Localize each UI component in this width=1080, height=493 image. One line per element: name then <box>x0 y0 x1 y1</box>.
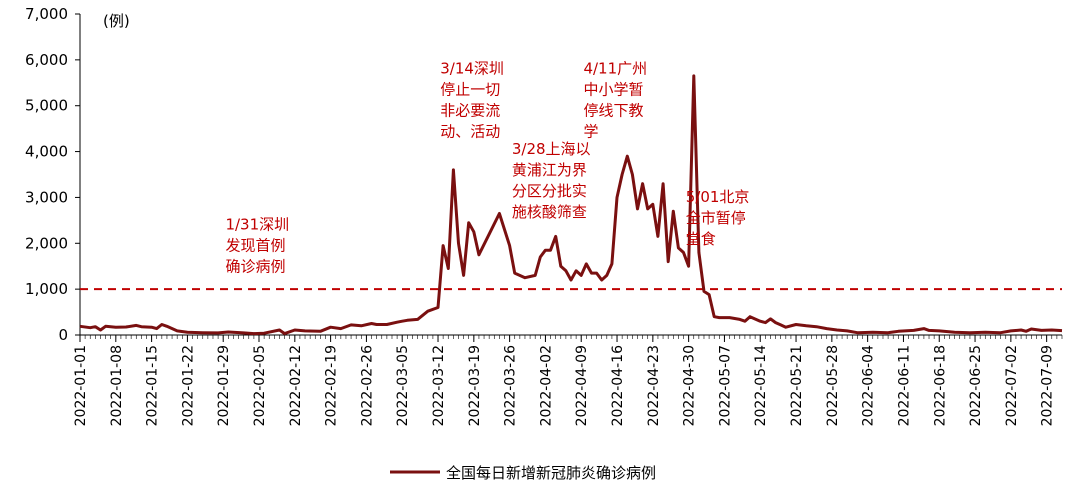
annotation-line: 停线下教 <box>583 102 643 120</box>
x-tick-label: 2022-02-05 <box>252 345 268 426</box>
annotation-text: 3/14深圳停止一切非必要流动、活动 <box>440 60 504 141</box>
annotation-line: 全市暂停 <box>686 209 746 227</box>
annotation-line: 黄浦江为界 <box>512 161 587 179</box>
x-tick-label: 2022-04-09 <box>574 345 590 426</box>
x-tick-label: 2022-04-30 <box>682 345 698 426</box>
annotation-line: 5/01北京 <box>686 188 750 206</box>
x-tick-label: 2022-05-21 <box>789 345 805 426</box>
x-tick-label: 2022-03-12 <box>431 345 447 426</box>
annotations-group: 1/31深圳发现首例确诊病例3/14深圳停止一切非必要流动、活动3/28上海以黄… <box>225 60 749 276</box>
x-tick-label: 2022-01-08 <box>109 345 125 426</box>
x-tick-label: 2022-03-19 <box>467 345 483 426</box>
y-axis: 0 1,000 2,000 3,000 4,000 5,000 6,000 7,000 <box>25 5 81 344</box>
annotation-line: 施核酸筛查 <box>512 203 587 221</box>
x-tick-label: 2022-01-15 <box>145 345 161 426</box>
x-tick-label: 2022-03-26 <box>503 345 519 426</box>
y-tick-label: 4,000 <box>25 143 68 161</box>
annotation-line: 停止一切 <box>440 81 500 99</box>
y-tick-label: 0 <box>58 326 68 344</box>
annotation-line: 发现首例 <box>225 237 285 255</box>
x-tick-label: 2022-02-26 <box>359 345 375 426</box>
annotation-line: 1/31深圳 <box>225 216 289 234</box>
y-tick-label: 2,000 <box>25 234 68 252</box>
series-group <box>79 74 1063 336</box>
annotation-text: 3/28上海以黄浦江为界分区分批实施核酸筛查 <box>512 140 591 221</box>
annotation-line: 3/14深圳 <box>440 60 504 78</box>
x-tick-label: 2022-06-25 <box>968 345 984 426</box>
y-tick-label: 7,000 <box>25 5 68 23</box>
y-tick-label: 3,000 <box>25 188 68 206</box>
annotation-text: 1/31深圳发现首例确诊病例 <box>225 216 289 276</box>
y-tick-label: 5,000 <box>25 97 68 115</box>
annotation-line: 3/28上海以 <box>512 140 591 158</box>
annotation-text: 4/11广州中小学暂停线下教学 <box>583 60 647 141</box>
annotation-line: 堂食 <box>686 230 716 248</box>
x-tick-label: 2022-06-04 <box>861 345 877 426</box>
x-tick-label: 2022-07-02 <box>1004 345 1020 426</box>
x-tick-label: 2022-07-09 <box>1040 345 1056 426</box>
y-tick-label: 1,000 <box>25 280 68 298</box>
annotation-line: 非必要流 <box>440 102 500 120</box>
x-tick-label: 2022-02-12 <box>288 345 304 426</box>
x-tick-label: 2022-04-23 <box>646 345 662 426</box>
y-tick-label: 6,000 <box>25 51 68 69</box>
x-tick-label: 2022-05-28 <box>825 345 841 426</box>
x-tick-label: 2022-06-11 <box>896 345 912 426</box>
annotation-line: 分区分批实 <box>512 182 587 200</box>
x-tick-label: 2022-02-19 <box>324 345 340 426</box>
x-tick-label: 2022-01-29 <box>216 345 232 426</box>
annotation-line: 确诊病例 <box>225 258 285 276</box>
annotation-line: 4/11广州 <box>583 60 647 78</box>
annotation-line: 动、活动 <box>440 123 500 141</box>
legend-label: 全国每日新增新冠肺炎确诊病例 <box>446 464 656 482</box>
x-axis: 2022-01-01 2022-01-08 2022-01-15 2022-01-22… <box>73 334 1063 426</box>
x-tick-label: 2022-04-16 <box>610 345 626 426</box>
x-tick-label: 2022-06-18 <box>932 345 948 426</box>
x-tick-label: 2022-03-05 <box>395 345 411 426</box>
annotation-text: 5/01北京全市暂停堂食 <box>686 188 750 248</box>
x-tick-label: 2022-01-22 <box>180 345 196 426</box>
x-tick-label: 2022-01-01 <box>73 345 89 426</box>
series-line <box>79 74 1063 336</box>
y-unit-label: (例) <box>103 12 130 30</box>
legend: 全国每日新增新冠肺炎确诊病例 <box>390 464 656 482</box>
x-tick-label: 2022-05-07 <box>717 345 733 426</box>
x-tick-label: 2022-05-14 <box>753 345 769 426</box>
x-tick-label: 2022-04-02 <box>538 345 554 426</box>
annotation-line: 学 <box>583 123 598 141</box>
annotation-line: 中小学暂 <box>583 81 643 99</box>
